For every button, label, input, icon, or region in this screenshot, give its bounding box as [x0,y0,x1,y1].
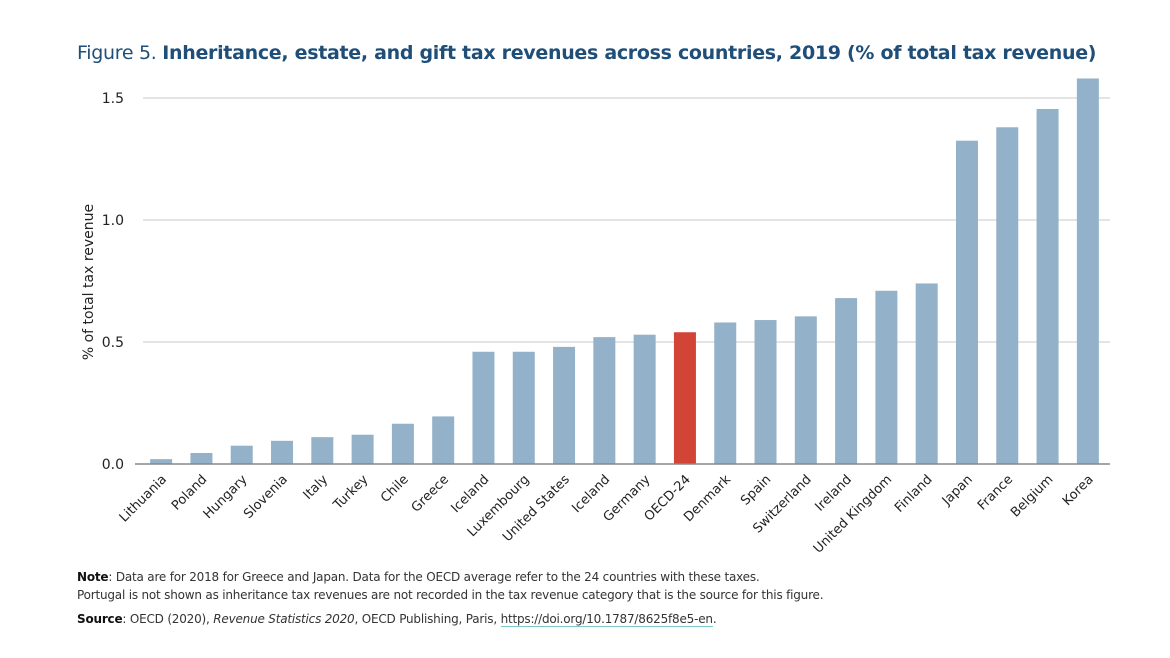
x-tick-label: Slovenia [241,472,291,522]
bar [633,334,656,464]
bar [512,351,535,464]
note-line-1: : Data are for 2018 for Greece and Japan… [108,570,760,584]
source-label: Source [77,612,123,626]
bar [593,337,616,464]
bar [432,416,455,464]
source-text-1: : OECD (2020), [122,612,214,626]
y-tick-label: 0.0 [102,457,124,473]
bar [311,437,334,464]
x-tick-label: Turkey [330,472,371,513]
source-publication: Revenue Statistics 2020 [213,612,355,626]
bar [955,140,978,464]
bar [150,459,173,464]
bar [553,346,576,464]
bar [714,322,737,464]
bar [996,127,1019,464]
bar [230,445,253,464]
figure-source: Source: OECD (2020), Revenue Statistics … [77,612,717,627]
bar [915,283,938,464]
bar [754,320,777,464]
x-tick-label: Japan [939,472,976,509]
x-tick-label: Greece [409,472,452,515]
bar-chart: 0.0 0.5 1.0 1.5 % of total tax revenue Lith… [81,78,1110,557]
bar [472,351,495,464]
y-tick-label: 1.5 [102,91,124,107]
x-tick-label: Spain [738,472,774,508]
x-tick-label: Lithuania [117,472,170,525]
source-text-3: . [712,612,717,626]
bar-highlight [673,332,696,464]
figure-note: Note: Data are for 2018 for Greece and J… [77,568,824,604]
bar [835,298,858,464]
figure-title: Figure 5. Inheritance, estate, and gift … [77,42,1096,64]
bar [271,440,294,464]
bar [1076,78,1099,464]
bar [875,290,898,464]
note-line-2: Portugal is not shown as inheritance tax… [77,588,824,602]
source-text-2: , OECD Publishing, Paris, [354,612,501,626]
figure-number: Figure 5. [77,42,163,64]
bar [794,316,817,464]
y-axis-label: % of total tax revenue [81,204,97,360]
x-tick-label: Finland [892,472,935,515]
bar [1036,108,1059,464]
bars [150,78,1099,464]
source-doi-link[interactable]: https://doi.org/10.1787/8625f8e5-en [500,612,713,627]
y-tick-label: 1.0 [102,213,124,229]
x-tick-label: Italy [301,472,332,503]
gridlines [143,97,1110,343]
figure-title-text: Inheritance, estate, and gift tax revenu… [162,42,1097,64]
y-tick-label: 0.5 [102,335,124,351]
bar [190,453,213,464]
x-tick-label: Chile [378,472,412,506]
bar [391,423,414,464]
x-tick-label: Belgium [1008,472,1056,520]
y-axis-ticks: 0.0 0.5 1.0 1.5 [102,91,124,473]
x-tick-label: Korea [1060,472,1097,509]
x-tick-label: United Kingdom [811,472,895,556]
bar [351,434,374,464]
note-label: Note [77,570,109,584]
